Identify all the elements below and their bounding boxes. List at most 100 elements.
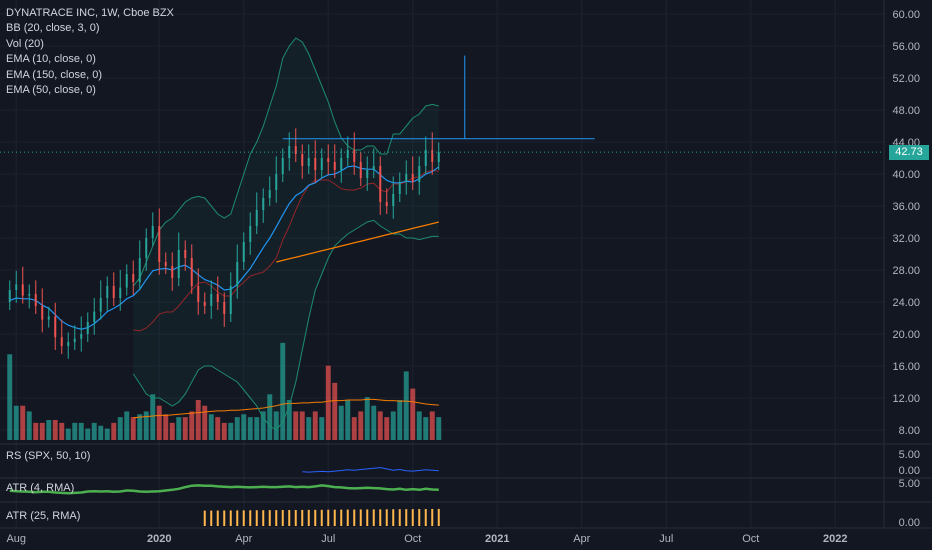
candle[interactable] (151, 212, 154, 246)
candle[interactable] (301, 144, 304, 179)
legend-item-ema50[interactable]: EMA (50, close, 0) (6, 84, 96, 97)
atr4-pane-label[interactable]: ATR (4, RMA) (6, 482, 75, 494)
candle[interactable] (138, 240, 141, 290)
atr25-column (398, 509, 401, 526)
volume-bar (26, 411, 32, 440)
candle[interactable] (353, 132, 356, 175)
candle[interactable] (177, 232, 180, 286)
candle[interactable] (346, 136, 349, 166)
candle[interactable] (67, 332, 70, 359)
candle-body (314, 158, 317, 170)
legend-item-ema10[interactable]: EMA (10, close, 0) (6, 53, 96, 66)
candle-body (229, 286, 232, 314)
candle[interactable] (216, 276, 219, 310)
candle[interactable] (359, 152, 362, 186)
candle[interactable] (73, 325, 76, 350)
atr25-column (327, 509, 330, 526)
candle[interactable] (60, 319, 63, 354)
candle[interactable] (249, 212, 252, 255)
volume-bar (202, 405, 208, 440)
candle[interactable] (385, 188, 388, 214)
price-tick-label: 48.00 (892, 105, 920, 117)
candle[interactable] (34, 280, 37, 314)
candles[interactable] (8, 128, 440, 359)
candle[interactable] (41, 288, 44, 333)
candle[interactable] (190, 244, 193, 294)
candle[interactable] (197, 268, 200, 315)
candle[interactable] (119, 270, 122, 311)
candle[interactable] (99, 280, 102, 320)
candle[interactable] (125, 264, 128, 296)
candle[interactable] (294, 128, 297, 162)
volume-bar (390, 411, 396, 440)
legend-item-bb[interactable]: BB (20, close, 3, 0) (6, 22, 100, 35)
candle[interactable] (28, 284, 31, 309)
candle[interactable] (307, 144, 310, 174)
bollinger-bands (132, 37, 439, 431)
candle[interactable] (86, 312, 89, 342)
atr25-column (379, 509, 382, 526)
candle[interactable] (15, 270, 18, 303)
candle[interactable] (106, 276, 109, 311)
candle[interactable] (366, 156, 369, 191)
candle[interactable] (268, 176, 271, 206)
candle[interactable] (281, 148, 284, 182)
candle-body (372, 166, 375, 170)
candle[interactable] (437, 142, 440, 170)
candle[interactable] (171, 252, 174, 291)
candle[interactable] (262, 188, 265, 223)
candle[interactable] (320, 148, 323, 178)
volume-bar (410, 388, 416, 440)
legend-item-vol[interactable]: Vol (20) (6, 37, 44, 50)
candle-body (197, 286, 200, 302)
bollinger-upper-band (132, 37, 439, 287)
candle[interactable] (47, 306, 50, 328)
candle[interactable] (229, 272, 232, 322)
candle[interactable] (80, 316, 83, 352)
candle[interactable] (242, 232, 245, 270)
candle[interactable] (405, 160, 408, 195)
candle[interactable] (8, 280, 11, 310)
candle[interactable] (372, 148, 375, 178)
volume-bar (98, 425, 104, 440)
candle[interactable] (158, 208, 161, 275)
candle[interactable] (210, 280, 213, 319)
candle[interactable] (327, 144, 330, 175)
candle[interactable] (424, 136, 427, 174)
candle[interactable] (164, 252, 167, 274)
candle[interactable] (223, 292, 226, 327)
candle[interactable] (236, 244, 239, 299)
atr25-pane-label[interactable]: ATR (25, RMA) (6, 510, 81, 522)
candle[interactable] (255, 192, 258, 234)
candle-body (346, 150, 349, 158)
candle-body (327, 158, 330, 162)
rs-pane-label[interactable]: RS (SPX, 50, 10) (6, 450, 91, 462)
volume-bar (423, 417, 429, 440)
candle[interactable] (431, 132, 434, 175)
atr25-column (223, 510, 226, 526)
candle[interactable] (411, 156, 414, 190)
candle[interactable] (392, 176, 395, 219)
candle[interactable] (340, 148, 343, 183)
candle[interactable] (132, 260, 135, 295)
candle[interactable] (379, 156, 382, 215)
candle[interactable] (418, 156, 421, 195)
candle[interactable] (314, 140, 317, 183)
candle[interactable] (398, 172, 401, 202)
candle[interactable] (112, 272, 115, 306)
candle-body (34, 294, 37, 306)
candle[interactable] (93, 298, 96, 335)
candle[interactable] (333, 144, 336, 178)
candle[interactable] (145, 228, 148, 271)
volume-bar (215, 417, 221, 440)
candle-body (106, 286, 109, 298)
candle[interactable] (184, 240, 187, 271)
candle[interactable] (54, 302, 57, 350)
candle[interactable] (275, 156, 278, 203)
atr25-column (268, 510, 271, 526)
indicator-tick-label: 0.00 (899, 465, 920, 477)
candle[interactable] (21, 266, 24, 304)
legend-item-ema150[interactable]: EMA (150, close, 0) (6, 68, 102, 81)
candle[interactable] (203, 292, 206, 314)
